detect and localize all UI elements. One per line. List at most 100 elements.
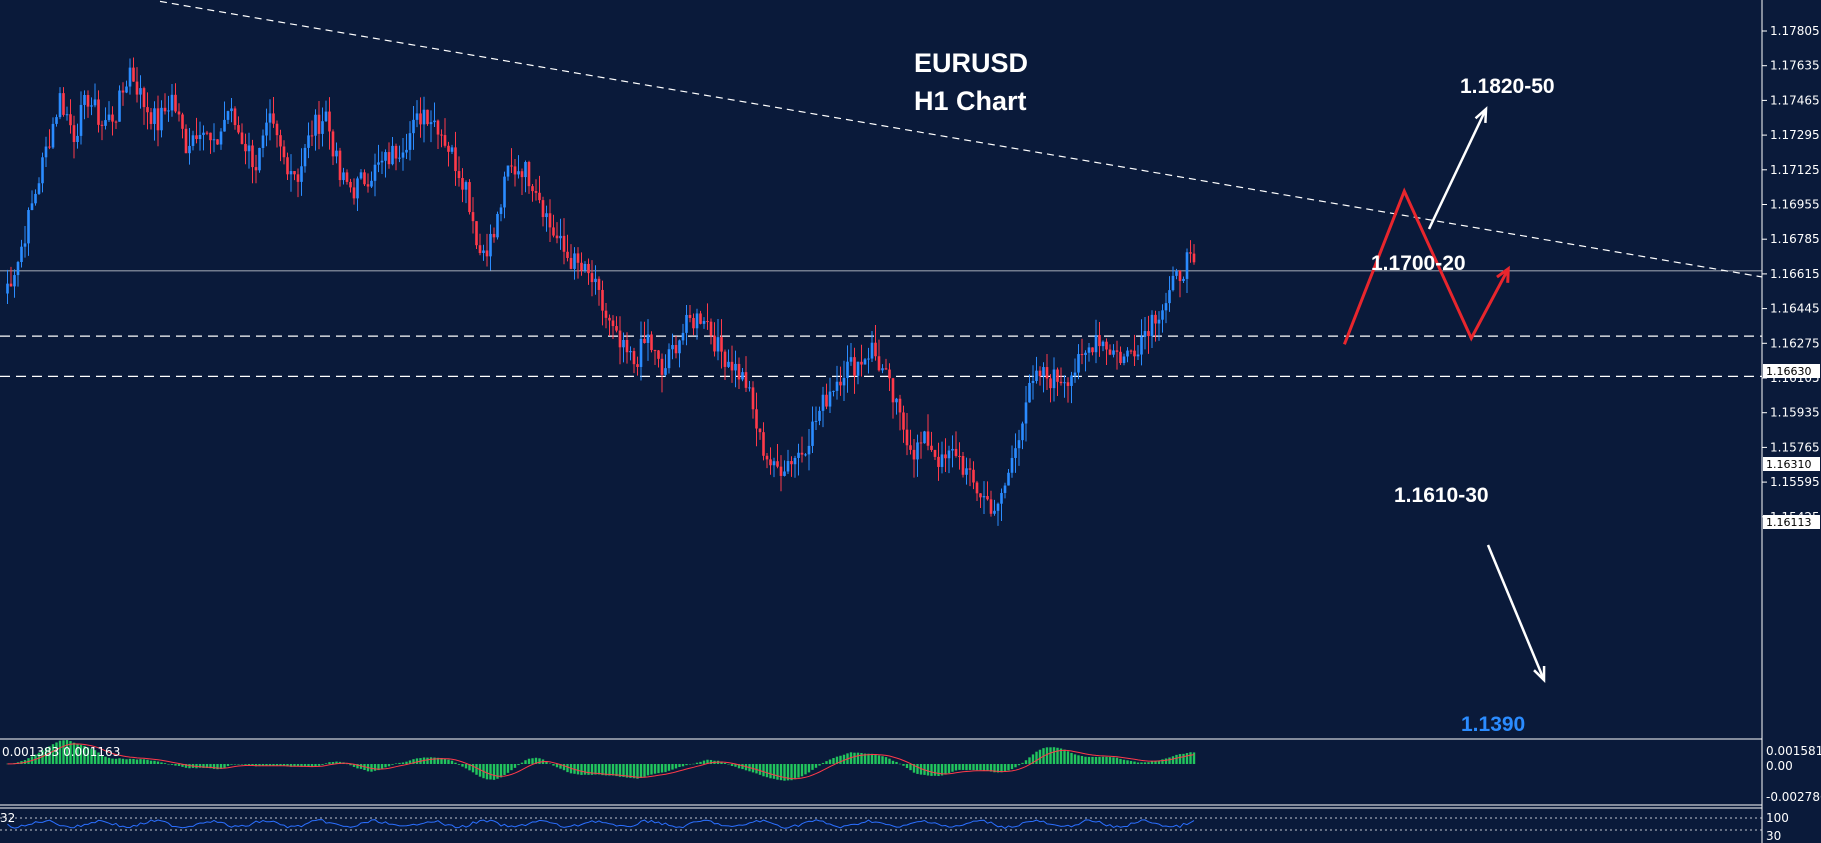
candle-body [160,107,163,131]
macd-indicator [6,740,1196,781]
macd-bar [282,764,286,767]
candle-body [391,145,394,165]
candle-body [380,160,384,163]
candle-body [128,67,132,87]
candle-body [643,338,646,343]
candle-body [951,448,954,451]
candle-body [440,134,443,136]
candle-body [279,135,282,147]
macd-bar [730,764,734,766]
macd-bar [258,764,261,767]
candle-body [492,233,496,238]
candle-body [650,334,653,351]
candle-body [1122,356,1126,364]
candle-body [51,123,55,148]
macd-bar [807,764,811,773]
candle-body [205,132,209,134]
macd-bar [1129,760,1133,764]
macd-bar [296,764,300,767]
current-price-box: 1.16630 [1763,364,1820,378]
macd-bar [860,752,863,764]
macd-bar [737,764,741,769]
macd-bar [359,764,363,769]
macd-bar [650,764,653,775]
macd-bar [268,764,272,766]
macd-bar [937,764,940,777]
candle-body [835,381,839,391]
candle-body [272,113,275,124]
candle-body [979,493,982,498]
candle-body [513,166,517,175]
candle-body [667,349,671,369]
candle-body [79,104,83,136]
macd-bar [380,764,384,769]
macd-bar [1070,752,1073,764]
macd-bar [776,764,779,780]
candle-body [268,113,272,123]
macd-bar [118,758,121,764]
candle-body [6,283,9,294]
candle-body [174,94,177,112]
macd-bar [671,764,674,770]
macd-bar [377,764,380,771]
candle-body [993,510,996,514]
macd-bar [874,754,877,764]
candle-body [181,114,184,129]
candle-body [100,124,104,126]
candle-body [62,93,65,115]
candle-body [142,88,146,108]
candle-body [450,147,454,152]
macd-bar [1178,754,1182,764]
macd-bar [1182,753,1185,764]
candle-body [576,253,580,263]
macd-bar [1143,762,1147,764]
macd-bar [555,764,559,768]
macd-bar [856,752,860,764]
macd-bar [1087,756,1091,764]
candle-body [76,135,79,143]
candle-body [307,135,310,148]
macd-bar [562,764,566,771]
candle-body [653,350,657,352]
candle-body [184,128,188,154]
macd-bar [867,753,870,764]
candle-body [888,369,891,379]
candle-body [226,111,230,120]
candle-body [601,289,604,311]
price-tick-label: 1.17465 [1770,93,1820,107]
macd-bar [412,759,415,764]
candle-body [744,372,748,388]
candle-body [646,334,650,343]
macd-bar [48,746,51,764]
candle-body [20,246,23,263]
macd-bar [982,764,986,771]
candle-body [702,321,706,324]
level-box-lower: 1.16113 [1763,515,1820,529]
macd-bar [884,757,888,764]
candle-body [1164,303,1168,311]
macd-bar [461,764,464,767]
macd-bar [821,762,825,764]
target-down-arrow [1486,544,1546,681]
macd-bar [989,764,993,772]
candle-body [188,145,191,154]
macd-bar [958,764,961,770]
candle-body [1140,336,1143,355]
candle-body [926,431,930,446]
macd-bar [107,757,111,764]
macd-bar [993,764,996,773]
candle-body [251,145,254,168]
candle-body [657,350,660,359]
macd-bar [79,744,83,764]
macd-bar [590,764,594,775]
macd-bar [114,758,118,764]
macd-bar [324,763,328,764]
macd-bar [986,764,989,771]
candle-body [1017,440,1021,449]
macd-bar [786,764,790,781]
candle-body [734,363,737,371]
candle-body [954,448,958,456]
candle-body [685,314,688,333]
candle-body [562,235,566,252]
candle-body [849,357,853,362]
